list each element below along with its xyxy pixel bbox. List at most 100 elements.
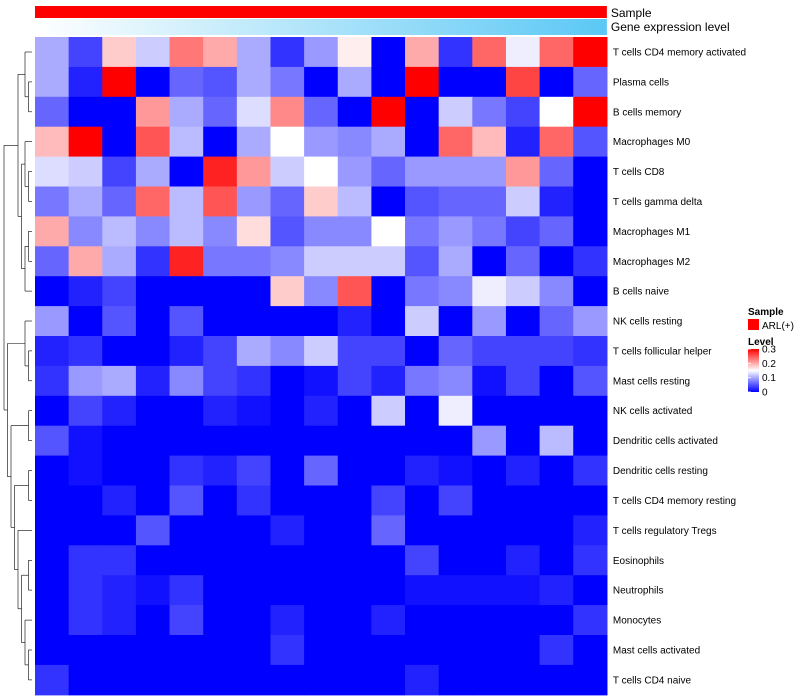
heatmap-cell <box>438 186 473 217</box>
heatmap-cell <box>203 156 238 188</box>
heatmap-cell <box>573 395 608 427</box>
heatmap-cell <box>270 186 305 217</box>
heatmap-cell <box>304 425 339 457</box>
heatmap-cell <box>35 455 70 487</box>
heatmap-cell <box>337 276 372 307</box>
row-label: B cells memory <box>613 107 681 118</box>
gene-expression-annotation-bar <box>35 19 607 35</box>
heatmap-cell <box>371 664 406 696</box>
heatmap-cell <box>573 545 608 576</box>
heatmap-cell <box>102 425 137 457</box>
heatmap-cell <box>203 186 238 217</box>
heatmap-cell <box>135 246 171 277</box>
heatmap-cell <box>573 66 608 98</box>
heatmap-cell <box>539 246 574 277</box>
legend-sample-item-label: ARL(+) <box>762 321 794 332</box>
heatmap-cell <box>337 365 372 397</box>
heatmap-cell <box>472 605 507 636</box>
heatmap-cell <box>135 216 171 247</box>
heatmap-cell <box>337 96 372 128</box>
heatmap-cell <box>472 545 507 576</box>
row-label: Mast cells resting <box>613 376 690 387</box>
heatmap-cell <box>304 395 339 427</box>
heatmap-cell <box>102 545 137 576</box>
heatmap-cell <box>35 156 70 188</box>
heatmap-cell <box>573 575 608 606</box>
heatmap-cell <box>405 664 440 696</box>
heatmap-cell <box>169 395 204 427</box>
heatmap-cell <box>236 246 272 277</box>
heatmap-cell <box>573 664 608 696</box>
heatmap-cell <box>438 575 473 606</box>
heatmap-cell <box>236 455 272 487</box>
row-label: NK cells resting <box>613 317 682 328</box>
heatmap-cell <box>505 425 541 457</box>
heatmap-cell <box>405 635 440 666</box>
heatmap-cell <box>438 395 473 427</box>
heatmap-cell <box>135 37 171 68</box>
heatmap-cell <box>304 66 339 98</box>
heatmap-cell <box>169 126 204 158</box>
heatmap-cell <box>438 545 473 576</box>
heatmap-cell <box>438 485 473 516</box>
heatmap-cell <box>236 96 272 128</box>
heatmap-cell <box>438 96 473 128</box>
heatmap-cell <box>304 664 339 696</box>
heatmap-cell <box>135 635 171 666</box>
heatmap-cell <box>505 276 541 307</box>
heatmap-cell <box>573 485 608 516</box>
heatmap-cell <box>35 336 70 367</box>
heatmap-cell <box>472 635 507 666</box>
heatmap-cell <box>68 336 103 367</box>
heatmap-cell <box>169 575 204 606</box>
heatmap-cell <box>405 425 440 457</box>
heatmap-cell <box>505 216 541 247</box>
heatmap-cell <box>472 216 507 247</box>
heatmap-cell <box>68 605 103 636</box>
heatmap-cell <box>270 336 305 367</box>
heatmap-cell <box>304 545 339 576</box>
heatmap-cell <box>539 216 574 247</box>
row-label: Mast cells activated <box>613 646 700 657</box>
heatmap-cell <box>472 246 507 277</box>
heatmap-cell <box>304 96 339 128</box>
heatmap-cell <box>304 485 339 516</box>
heatmap-cell <box>68 515 103 546</box>
heatmap-cell <box>270 664 305 696</box>
heatmap-cell <box>472 395 507 427</box>
row-label: T cells CD8 <box>613 167 665 178</box>
heatmap-cell <box>438 276 473 307</box>
heatmap-cell <box>405 365 440 397</box>
heatmap-cell <box>505 336 541 367</box>
row-label: B cells naive <box>613 287 670 298</box>
heatmap-cell <box>169 96 204 128</box>
heatmap-cell <box>337 156 372 188</box>
heatmap-cell <box>573 635 608 666</box>
heatmap-cell <box>236 276 272 307</box>
heatmap-cell <box>102 336 137 367</box>
heatmap-cell <box>505 156 541 188</box>
heatmap-cell <box>203 515 238 546</box>
heatmap-cell <box>438 246 473 277</box>
heatmap-cell <box>573 365 608 397</box>
heatmap-cell <box>169 455 204 487</box>
heatmap-cell <box>203 575 238 606</box>
legend-sample-title: Sample <box>748 307 784 318</box>
heatmap-cell <box>203 126 238 158</box>
heatmap-cell <box>304 246 339 277</box>
heatmap-cell <box>35 635 70 666</box>
heatmap-cell <box>304 575 339 606</box>
heatmap-cell <box>35 515 70 546</box>
heatmap-cell <box>337 635 372 666</box>
heatmap-cell <box>539 186 574 217</box>
heatmap-cell <box>203 246 238 277</box>
heatmap-cell <box>371 605 406 636</box>
heatmap-cell <box>203 425 238 457</box>
row-label: T cells CD4 naive <box>613 675 692 686</box>
heatmap-cell <box>270 605 305 636</box>
heatmap-cell <box>405 306 440 337</box>
heatmap-cell <box>236 126 272 158</box>
heatmap-cell <box>35 186 70 217</box>
heatmap-cell <box>68 425 103 457</box>
heatmap-cell <box>337 425 372 457</box>
